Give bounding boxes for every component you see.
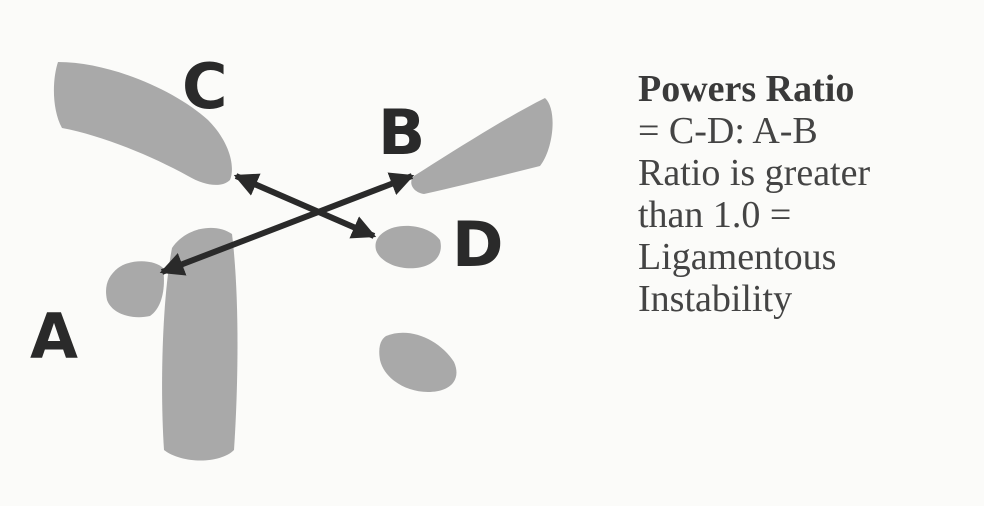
point-d-label: D <box>452 208 503 281</box>
description-line-4: Instability <box>638 278 793 320</box>
anterior-arch-atlas-bone <box>106 261 164 318</box>
description-line-3: Ligamentous <box>638 236 837 278</box>
point-c-label: C <box>182 50 228 123</box>
line-c-to-d <box>233 173 377 239</box>
powers-ratio-diagram: C B D A <box>30 50 553 461</box>
point-a-label: A <box>30 300 78 373</box>
line-a-to-b <box>159 172 415 276</box>
formula-line: = C-D: A-B <box>638 110 818 152</box>
description-line-2: than 1.0 = <box>638 194 792 236</box>
odontoid-bone <box>162 227 238 461</box>
clivus-bone <box>53 62 232 185</box>
point-b-label: B <box>378 96 425 169</box>
posterior-arch-axis-bone <box>379 332 457 392</box>
posterior-arch-atlas-bone <box>375 225 441 269</box>
description-line-1: Ratio is greater <box>638 152 871 194</box>
opisthion-bone <box>411 98 553 194</box>
explanation-panel: Powers Ratio = C-D: A-B Ratio is greater… <box>638 68 978 320</box>
powers-ratio-title: Powers Ratio <box>638 68 855 110</box>
